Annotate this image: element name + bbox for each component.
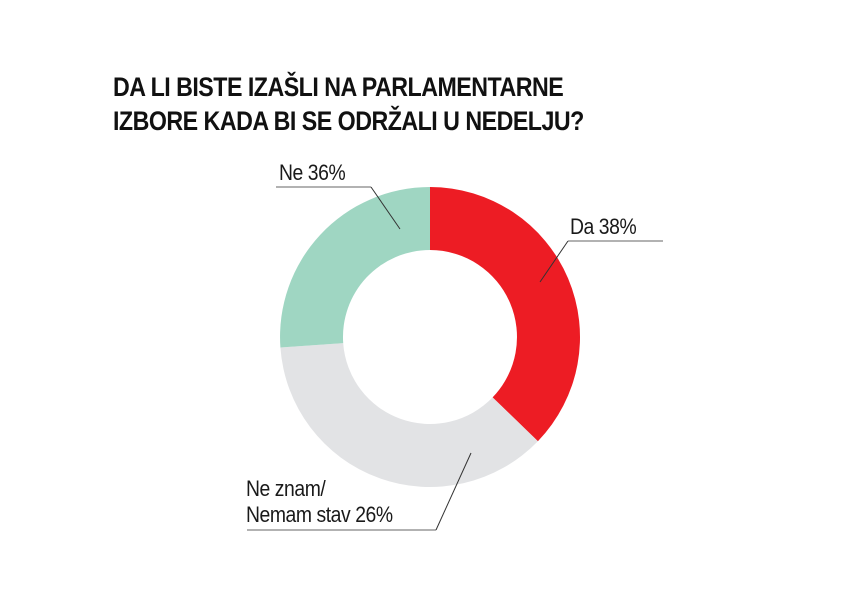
leader-ne — [276, 186, 401, 230]
leader-ne-znam — [247, 452, 472, 531]
label-ne-znam-line-1: Ne znam/ — [246, 476, 326, 501]
slice-ne-znam — [280, 343, 538, 487]
slice-ne — [280, 187, 430, 348]
label-ne-znam-line-2: Nemam stav 26% — [246, 502, 393, 527]
label-da: Da 38% — [570, 214, 637, 239]
chart-title: DA LI BISTE IZAŠLI NA PARLAMENTARNE IZBO… — [113, 70, 584, 138]
leader-da — [539, 240, 663, 283]
chart-title-line-2: IZBORE KADA BI SE ODRŽALI U NEDELJU? — [113, 106, 584, 136]
chart-title-line-1: DA LI BISTE IZAŠLI NA PARLAMENTARNE — [113, 72, 564, 102]
slice-da — [430, 187, 581, 442]
label-ne: Ne 36% — [279, 160, 346, 185]
